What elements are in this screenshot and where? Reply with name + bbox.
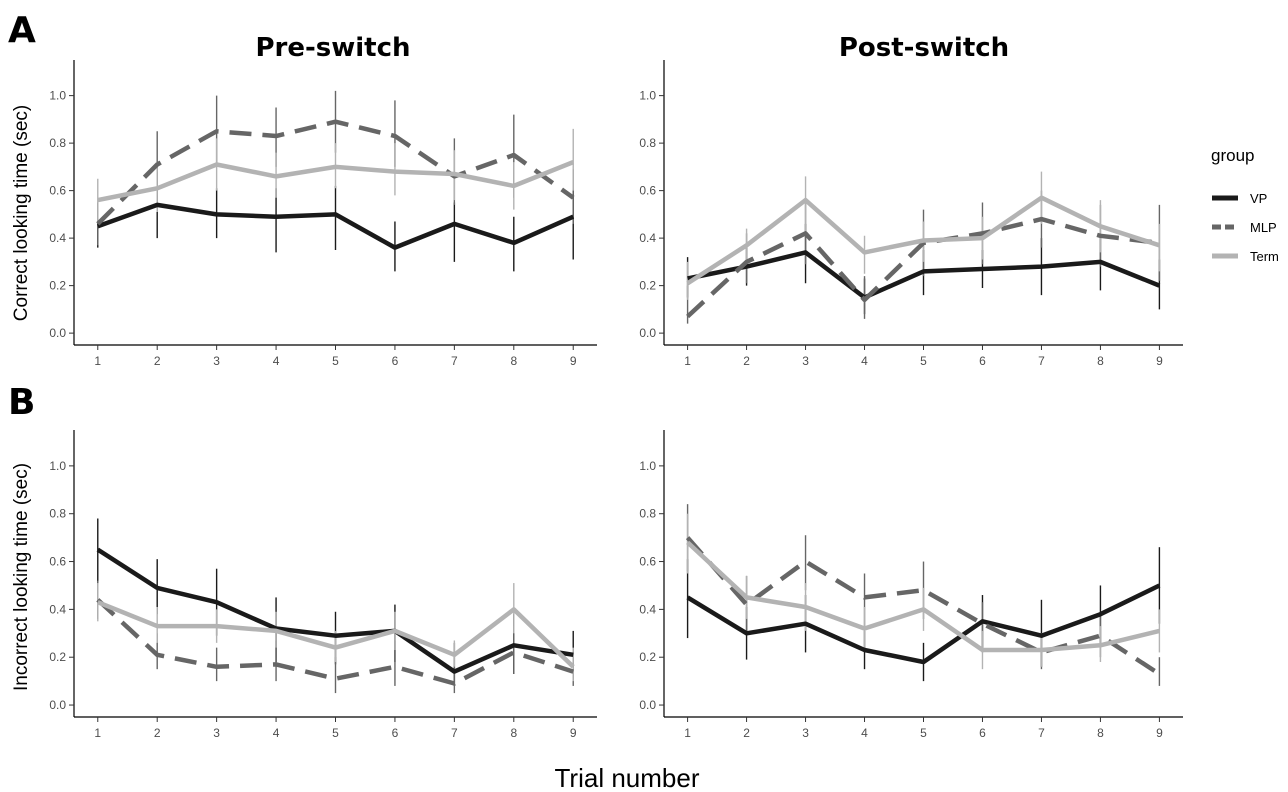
legend-title: group [1211, 146, 1254, 165]
x-tick-label: 6 [392, 726, 399, 740]
x-tick-label: 4 [861, 354, 868, 368]
x-tick-label: 2 [154, 354, 161, 368]
y-tick-label: 0.0 [49, 698, 66, 712]
y-tick-label: 1.0 [639, 459, 656, 473]
y-tick-label: 0.0 [639, 698, 656, 712]
x-tick-label: 6 [979, 726, 986, 740]
x-tick-label: 5 [332, 726, 339, 740]
x-tick-label: 3 [802, 726, 809, 740]
x-tick-label: 8 [510, 354, 517, 368]
x-tick-label: 5 [920, 726, 927, 740]
y-tick-label: 1.0 [639, 89, 656, 103]
x-tick-label: 5 [920, 354, 927, 368]
series-line-term [686, 195, 1161, 286]
series-line-mlp [686, 216, 1160, 319]
x-tick-label: 1 [684, 726, 691, 740]
series-line-term [96, 600, 575, 669]
x-tick-label: 2 [743, 726, 750, 740]
x-tick-label: 7 [1038, 354, 1045, 368]
y-tick-label: 1.0 [49, 89, 66, 103]
x-tick-label: 3 [213, 726, 220, 740]
series-line-term [686, 540, 1160, 653]
x-tick-label: 9 [570, 354, 577, 368]
x-tick-label: 4 [861, 726, 868, 740]
series-line-vp [687, 250, 1161, 300]
y-tick-label: 0.8 [49, 507, 66, 521]
x-tick-label: 1 [684, 354, 691, 368]
x-tick-label: 4 [273, 726, 280, 740]
y-tick-label: 0.6 [49, 555, 66, 569]
x-tick-label: 9 [1156, 726, 1163, 740]
panel-letter-b: B [8, 382, 35, 423]
series-line-vp [686, 583, 1161, 665]
x-tick-label: 6 [392, 354, 399, 368]
series-line-term [97, 160, 575, 203]
series-line-vp [96, 547, 574, 674]
y-tick-label: 0.8 [639, 507, 656, 521]
x-tick-label: 9 [570, 726, 577, 740]
series-line-mlp [685, 536, 1161, 676]
panel-a-pre-switch: 0.0 0.2 0.4 0.6 0.8 1.0 1 2 3 4 5 6 7 8 9 [49, 60, 597, 368]
x-tick-label: 9 [1156, 354, 1163, 368]
x-tick-label: 3 [802, 354, 809, 368]
legend: group VP MLP Term [1211, 146, 1279, 264]
x-axis-title: Trial number [555, 763, 700, 792]
legend-label-vp: VP [1250, 191, 1267, 206]
x-tick-label: 6 [979, 354, 986, 368]
y-tick-label: 0.6 [49, 184, 66, 198]
y-tick-label: 0.4 [639, 602, 656, 616]
x-tick-label: 7 [451, 726, 458, 740]
y-tick-label: 0.2 [639, 279, 656, 293]
x-tick-label: 8 [1097, 726, 1104, 740]
y-tick-label: 0.4 [49, 231, 66, 245]
x-tick-label: 1 [94, 354, 101, 368]
y-axis-title-correct: Correct looking time (sec) [11, 105, 32, 321]
y-tick-label: 1.0 [49, 459, 66, 473]
column-title-post-switch: Post-switch [839, 33, 1009, 63]
y-tick-label: 0.8 [49, 136, 66, 150]
y-tick-label: 0.4 [49, 602, 66, 616]
x-tick-label: 7 [451, 354, 458, 368]
y-tick-label: 0.6 [639, 555, 656, 569]
x-tick-label: 8 [510, 726, 517, 740]
panel-letter-a: A [8, 10, 36, 51]
y-tick-label: 0.2 [49, 650, 66, 664]
x-tick-label: 2 [743, 354, 750, 368]
x-tick-label: 8 [1097, 354, 1104, 368]
y-tick-label: 0.2 [49, 279, 66, 293]
y-tick-label: 0.6 [639, 184, 656, 198]
y-axis-title-incorrect: Incorrect looking time (sec) [11, 463, 32, 691]
series-line-mlp [96, 119, 575, 226]
x-tick-label: 5 [332, 354, 339, 368]
y-tick-label: 0.8 [639, 136, 656, 150]
x-tick-label: 7 [1038, 726, 1045, 740]
x-tick-label: 2 [154, 726, 161, 740]
panel-a-post-switch: 0.0 0.2 0.4 0.6 0.8 1.0 1 2 3 4 5 6 7 8 9 [639, 60, 1183, 368]
legend-label-mlp: MLP [1250, 220, 1277, 235]
panel-b-pre-switch: 0.0 0.2 0.4 0.6 0.8 1.0 1 2 3 4 5 6 7 8 9 [49, 430, 597, 740]
legend-label-term: Term [1250, 249, 1279, 264]
x-tick-label: 4 [273, 354, 280, 368]
panel-b-post-switch: 0.0 0.2 0.4 0.6 0.8 1.0 1 2 3 4 5 6 7 8 9 [639, 430, 1183, 740]
series-line-mlp [96, 598, 574, 686]
x-tick-label: 3 [213, 354, 220, 368]
y-tick-label: 0.0 [639, 326, 656, 340]
x-tick-label: 1 [94, 726, 101, 740]
y-tick-label: 0.0 [49, 326, 66, 340]
column-title-pre-switch: Pre-switch [255, 33, 410, 63]
y-tick-label: 0.2 [639, 650, 656, 664]
series-line-vp [97, 202, 575, 250]
y-tick-label: 0.4 [639, 231, 656, 245]
